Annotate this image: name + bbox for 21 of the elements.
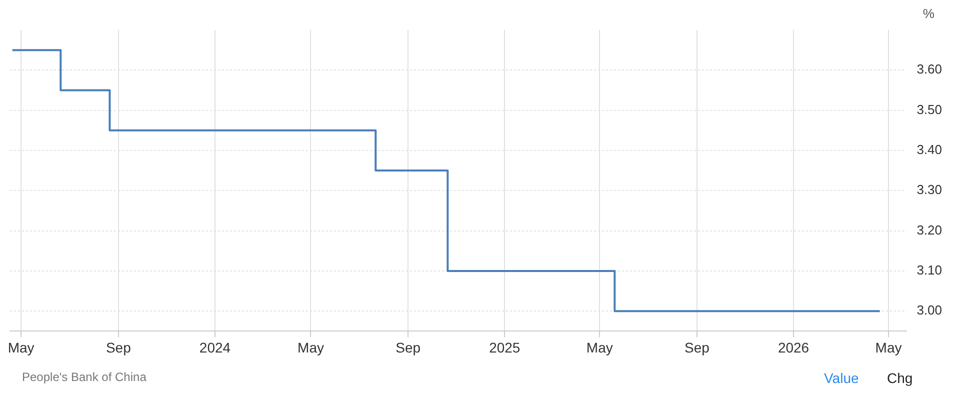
- text: People's Bank of China: [22, 370, 146, 384]
- x-tick-label: Sep: [106, 339, 132, 356]
- x-tick-label: May: [875, 339, 902, 356]
- x-tick-label: 2024: [199, 339, 231, 356]
- x-tick-label: 2025: [489, 339, 520, 356]
- y-tick-label: 3.00: [916, 302, 942, 318]
- x-tick-label: May: [586, 339, 613, 356]
- y-tick-label: 3.40: [916, 142, 942, 158]
- x-tick-label: Sep: [684, 339, 710, 356]
- y-tick-label: 3.30: [916, 182, 942, 198]
- y-tick-label: 3.20: [916, 222, 942, 238]
- y-tick-label: 3.50: [916, 102, 942, 117]
- y-tick-label: 3.10: [916, 262, 942, 278]
- x-tick-label: Sep: [396, 339, 421, 356]
- x-tick-label: May: [8, 339, 34, 356]
- x-tick-label: May: [298, 339, 324, 356]
- x-tick-label: 2026: [778, 339, 810, 356]
- y-tick-label: 3.60: [916, 62, 942, 77]
- text: Chg: [887, 370, 913, 386]
- y-axis-title: %: [922, 6, 935, 21]
- text: Value: [824, 370, 859, 386]
